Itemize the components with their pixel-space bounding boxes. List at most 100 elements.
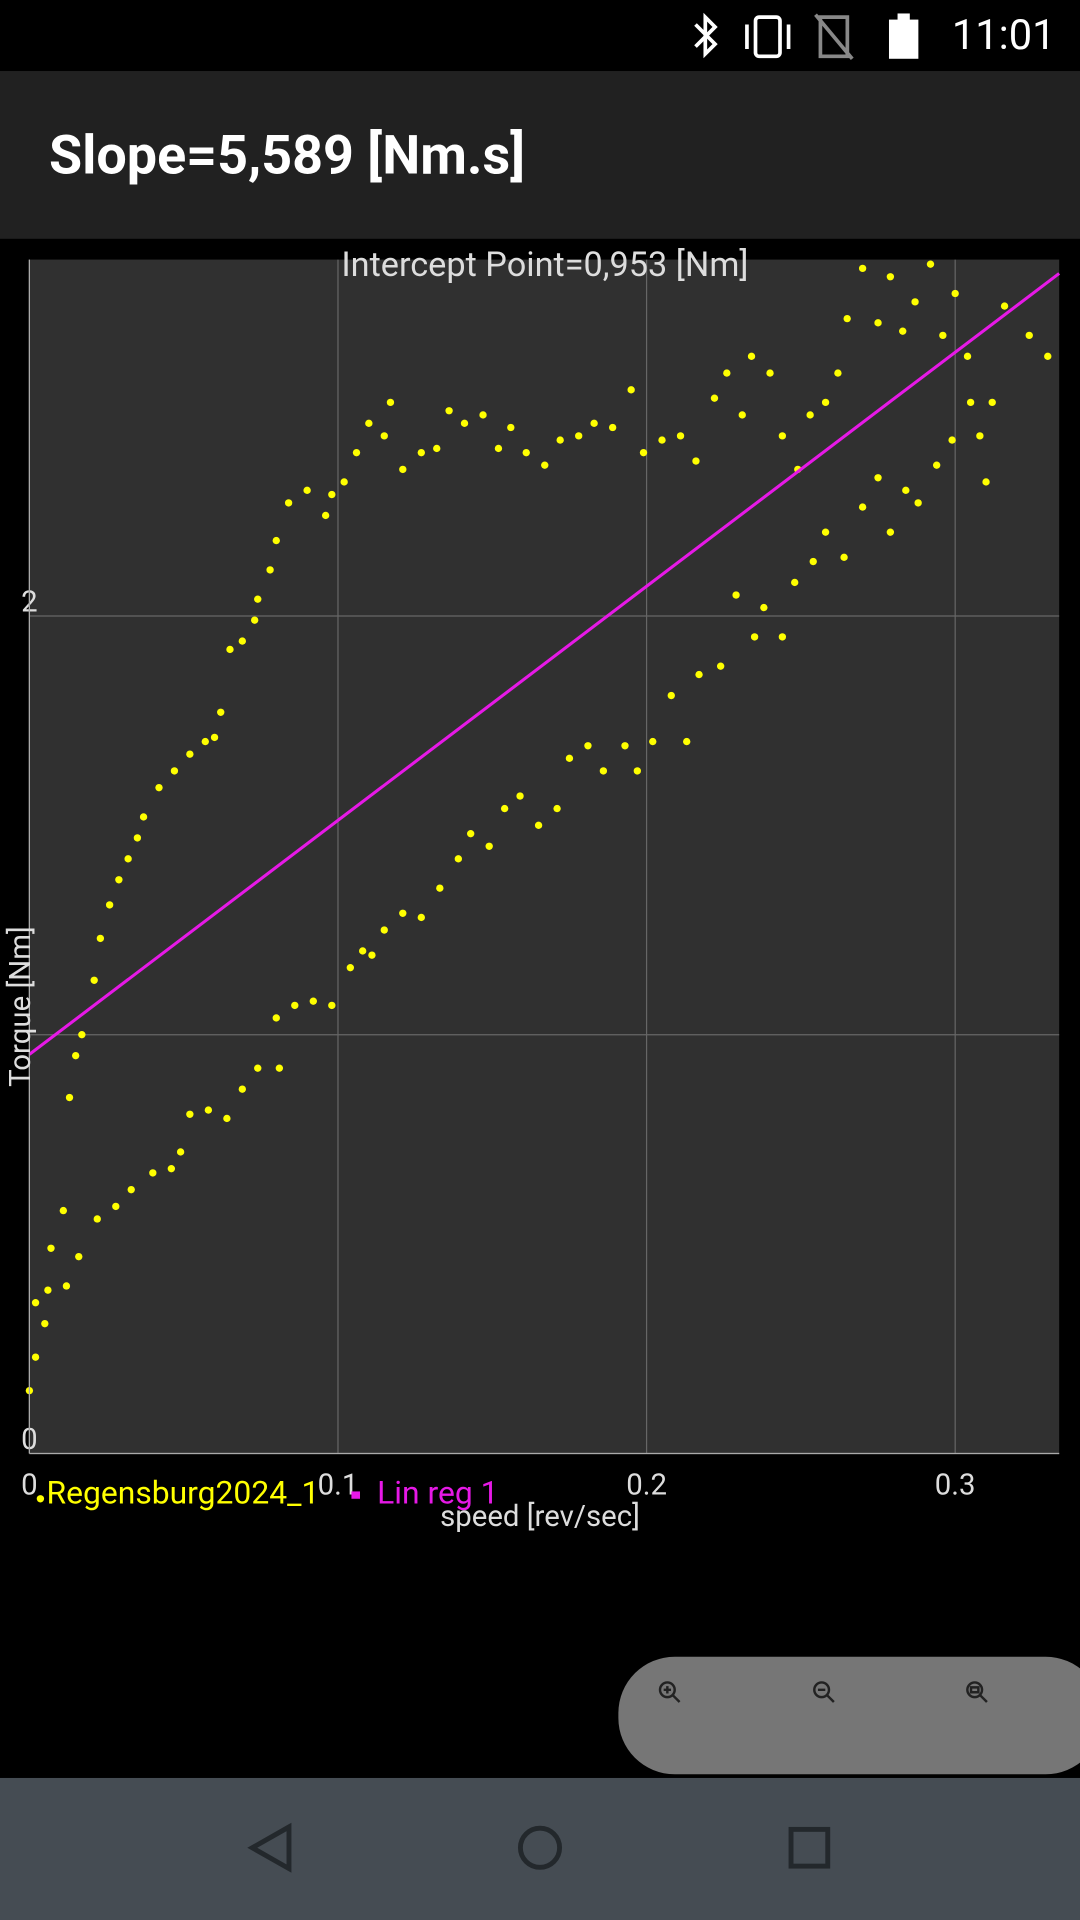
legend-label: Regensburg2024_1 (47, 1474, 320, 1512)
data-point (90, 976, 98, 984)
clock: 11:01 (952, 11, 1056, 60)
zoom-in-button[interactable] (658, 1681, 681, 1703)
data-point (534, 821, 543, 830)
data-point (78, 1031, 86, 1039)
data-point (649, 737, 657, 746)
data-point (1000, 302, 1009, 310)
data-point (565, 754, 574, 763)
plot-area (29, 259, 1060, 1454)
data-point (133, 834, 142, 842)
data-point (399, 465, 407, 474)
data-point (365, 419, 373, 427)
data-point (639, 448, 648, 457)
data-point (806, 411, 814, 419)
data-point (966, 398, 975, 407)
data-point (186, 1110, 194, 1118)
data-point (238, 1085, 246, 1093)
data-point (874, 474, 882, 482)
data-point (914, 499, 922, 507)
data-point (186, 750, 194, 758)
data-point (590, 419, 598, 427)
data-point (976, 432, 984, 440)
zoom-out-button[interactable] (813, 1681, 835, 1703)
data-point (683, 737, 691, 746)
data-point (886, 528, 895, 536)
data-point (494, 444, 503, 453)
recents-button[interactable] (788, 1826, 831, 1869)
data-point (676, 432, 685, 440)
no-sim-icon (814, 13, 854, 60)
data-point (1044, 352, 1052, 360)
data-point (272, 1014, 280, 1022)
data-point (467, 830, 475, 838)
data-point (445, 407, 453, 415)
data-point (176, 1148, 185, 1156)
data-point (41, 1319, 49, 1328)
data-point (982, 478, 990, 486)
data-point (778, 633, 787, 641)
data-point (507, 423, 515, 432)
data-point (31, 1299, 40, 1307)
data-point (556, 436, 564, 444)
data-point (155, 783, 163, 792)
data-point (127, 1185, 135, 1194)
data-point (809, 557, 817, 566)
status-icons (694, 12, 854, 60)
data-point (858, 503, 867, 511)
data-point (309, 997, 317, 1005)
data-point (47, 1244, 55, 1252)
data-point (723, 369, 731, 377)
data-point (238, 637, 246, 645)
data-point (738, 411, 746, 419)
data-point (328, 1001, 336, 1010)
zoom-reset-button[interactable] (966, 1681, 988, 1703)
data-point (352, 448, 361, 457)
data-point (328, 490, 336, 499)
data-point (44, 1286, 52, 1294)
data-point (911, 298, 919, 306)
app-title: Slope=5,589 [Nm.s] (49, 124, 525, 187)
data-point (201, 737, 209, 746)
data-point (72, 1051, 80, 1060)
data-point (821, 398, 830, 407)
data-point (65, 1093, 74, 1102)
data-point (840, 553, 848, 562)
y-axis-title: Torque [Nm] (4, 926, 38, 1087)
data-point (417, 448, 425, 457)
zoom-controls (618, 1656, 1080, 1775)
back-button[interactable] (247, 1822, 292, 1873)
data-point (766, 369, 774, 377)
data-point (791, 578, 799, 587)
home-button[interactable] (517, 1825, 563, 1870)
data-point (139, 813, 148, 821)
regression-line (28, 272, 1061, 1056)
data-point (760, 603, 768, 612)
data-point (226, 645, 234, 654)
data-point (951, 289, 959, 298)
data-point (633, 767, 642, 775)
data-point (386, 398, 395, 407)
data-point (874, 319, 882, 327)
data-point (1025, 331, 1033, 340)
data-point (115, 876, 123, 884)
data-point (59, 1206, 68, 1215)
data-point (223, 1114, 231, 1123)
data-point (93, 1215, 101, 1223)
data-point (321, 511, 330, 520)
data-point (124, 855, 132, 863)
data-point (75, 1252, 83, 1261)
data-point (303, 486, 311, 495)
data-point (210, 733, 219, 742)
data-point (988, 398, 996, 407)
annotation: Intercept Point=0,953 [Nm] (341, 245, 748, 285)
x-tick-label: 0.2 (626, 1468, 667, 1502)
data-point (454, 855, 463, 863)
data-point (608, 423, 617, 432)
battery-icon (888, 19, 919, 59)
data-point (266, 566, 274, 574)
data-point (500, 804, 509, 813)
data-point (272, 536, 280, 545)
data-point (167, 1165, 176, 1173)
